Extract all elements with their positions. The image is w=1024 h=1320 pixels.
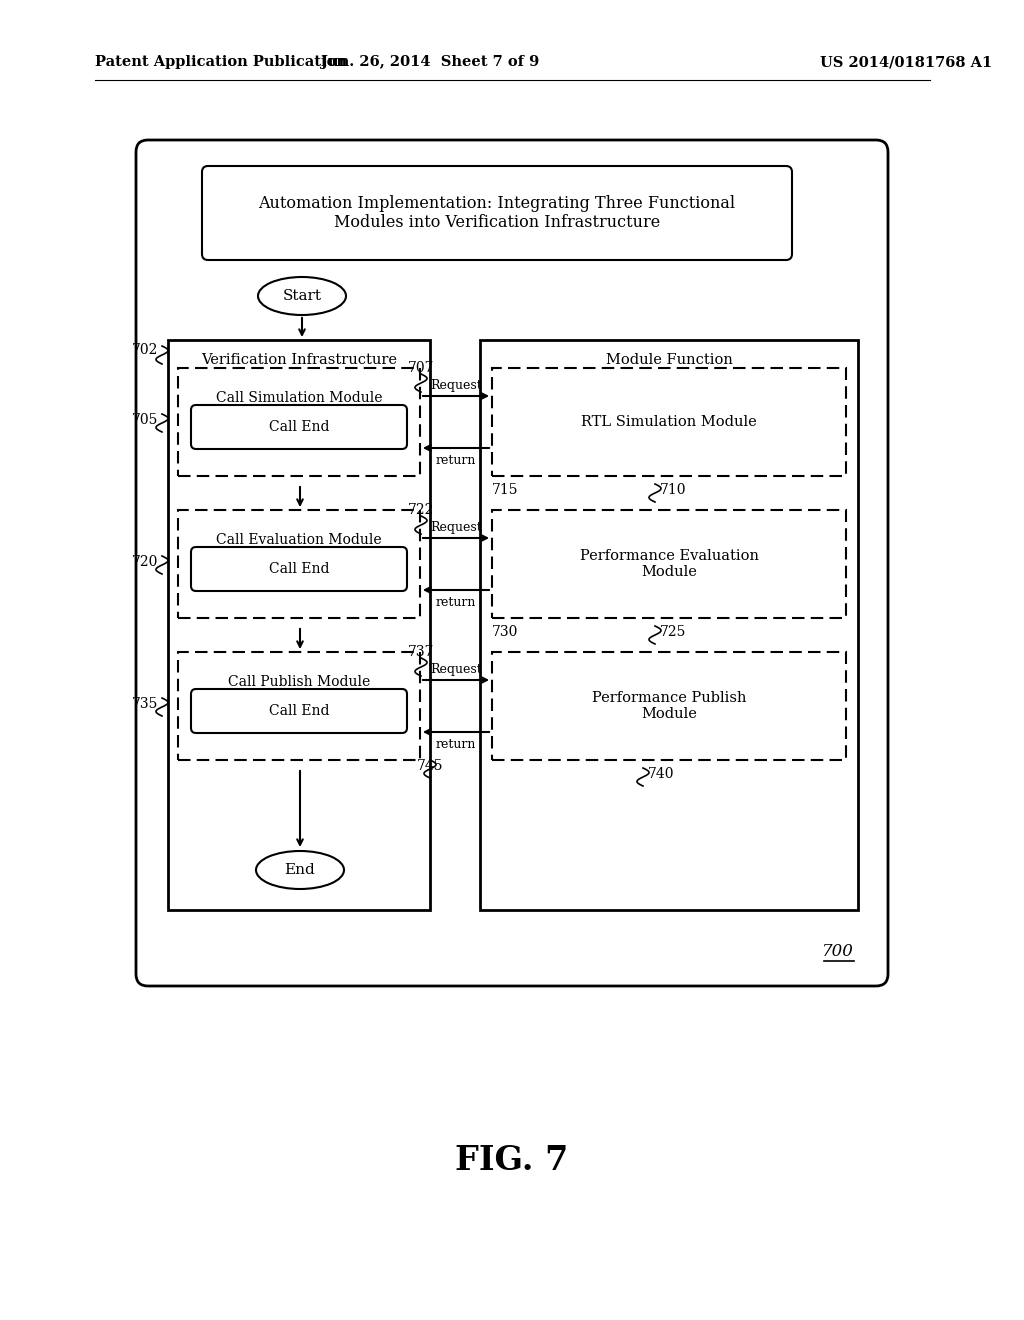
Text: Request: Request: [430, 521, 482, 535]
FancyBboxPatch shape: [136, 140, 888, 986]
Bar: [178, 510, 420, 618]
Text: Module Function: Module Function: [605, 352, 732, 367]
Text: 745: 745: [417, 759, 443, 774]
Bar: [168, 341, 430, 909]
Ellipse shape: [258, 277, 346, 315]
Text: 710: 710: [660, 483, 686, 498]
Text: Call End: Call End: [268, 704, 330, 718]
Text: 737: 737: [408, 645, 434, 659]
Text: End: End: [285, 863, 315, 876]
Bar: [492, 652, 846, 760]
Text: 730: 730: [492, 624, 518, 639]
Text: 735: 735: [132, 697, 158, 711]
Text: Patent Application Publication: Patent Application Publication: [95, 55, 347, 69]
Bar: [178, 652, 420, 760]
Text: 725: 725: [660, 624, 686, 639]
Text: return: return: [436, 595, 476, 609]
Text: 720: 720: [132, 554, 158, 569]
Text: Call Publish Module: Call Publish Module: [228, 675, 370, 689]
Text: Request: Request: [430, 664, 482, 676]
Bar: [492, 510, 846, 618]
Text: Request: Request: [430, 380, 482, 392]
Bar: [178, 368, 420, 477]
FancyBboxPatch shape: [191, 689, 407, 733]
Text: 707: 707: [408, 360, 434, 375]
Text: Call Simulation Module: Call Simulation Module: [216, 391, 382, 405]
FancyBboxPatch shape: [202, 166, 792, 260]
Text: 715: 715: [492, 483, 518, 498]
Text: 705: 705: [132, 413, 158, 426]
Text: Call End: Call End: [268, 562, 330, 576]
Text: US 2014/0181768 A1: US 2014/0181768 A1: [820, 55, 992, 69]
Text: return: return: [436, 738, 476, 751]
Bar: [480, 341, 858, 909]
Text: Performance Evaluation
Module: Performance Evaluation Module: [580, 549, 759, 579]
Text: return: return: [436, 454, 476, 466]
Bar: [492, 368, 846, 477]
Text: 740: 740: [648, 767, 675, 781]
FancyBboxPatch shape: [191, 405, 407, 449]
Text: 702: 702: [132, 343, 158, 356]
Text: Automation Implementation: Integrating Three Functional
Modules into Verificatio: Automation Implementation: Integrating T…: [258, 195, 735, 231]
Text: RTL Simulation Module: RTL Simulation Module: [582, 414, 757, 429]
Text: FIG. 7: FIG. 7: [456, 1143, 568, 1176]
Text: Jun. 26, 2014  Sheet 7 of 9: Jun. 26, 2014 Sheet 7 of 9: [321, 55, 539, 69]
Text: 722: 722: [408, 503, 434, 517]
Ellipse shape: [256, 851, 344, 888]
Text: Call End: Call End: [268, 420, 330, 434]
FancyBboxPatch shape: [191, 546, 407, 591]
Text: Verification Infrastructure: Verification Infrastructure: [201, 352, 397, 367]
Text: Start: Start: [283, 289, 322, 304]
Text: 700: 700: [822, 944, 854, 961]
Text: Performance Publish
Module: Performance Publish Module: [592, 690, 746, 721]
Text: Call Evaluation Module: Call Evaluation Module: [216, 533, 382, 546]
